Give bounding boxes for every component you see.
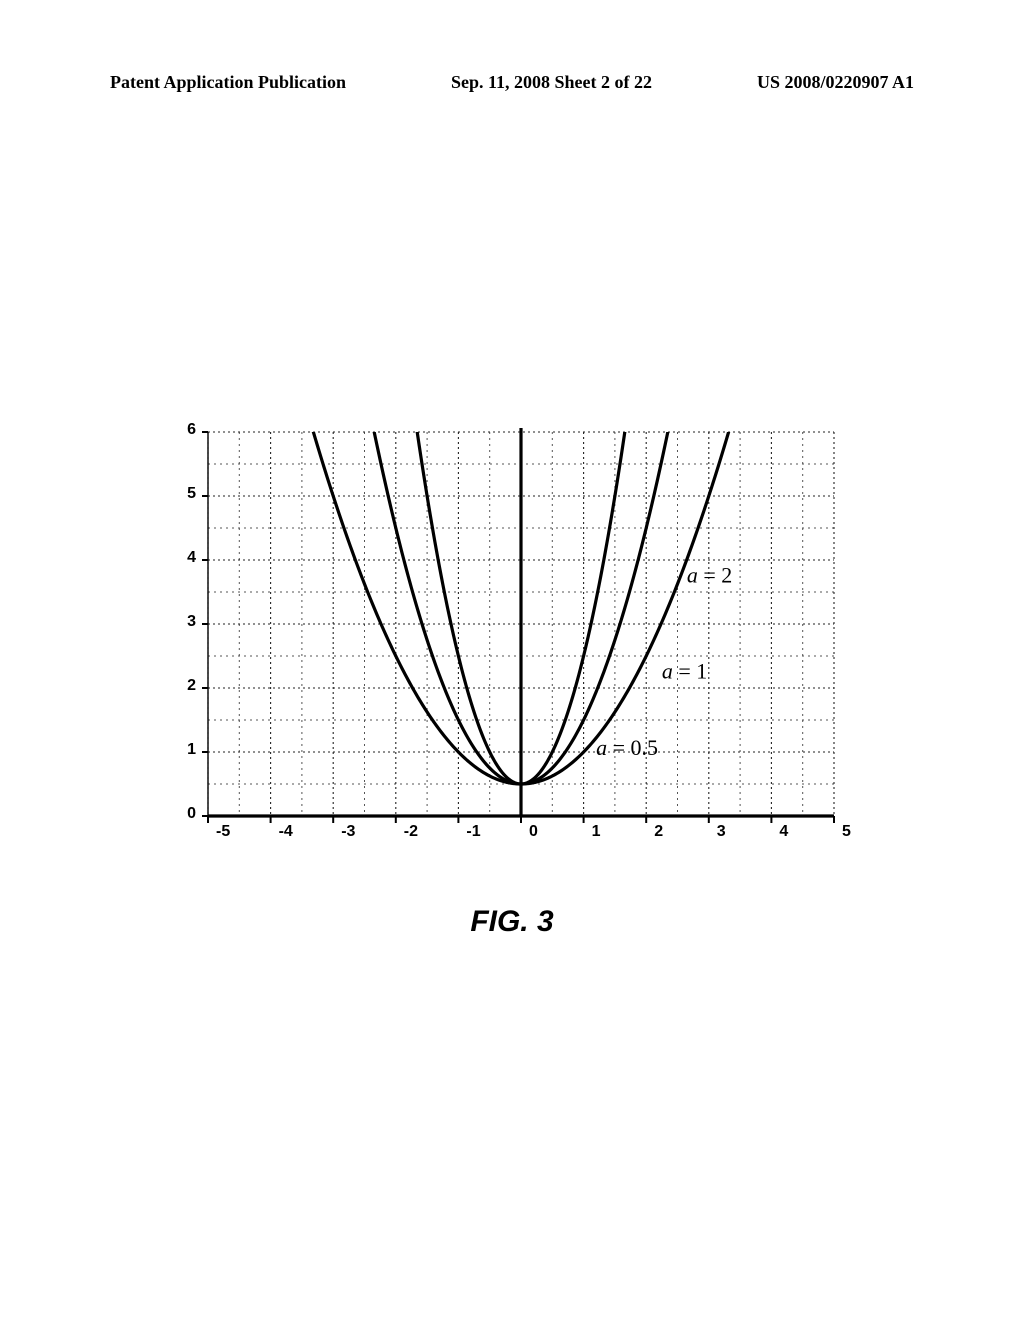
header-center: Sep. 11, 2008 Sheet 2 of 22: [451, 72, 652, 93]
svg-text:a = 1: a = 1: [662, 658, 707, 683]
header-left: Patent Application Publication: [110, 72, 346, 93]
svg-text:0: 0: [187, 805, 196, 822]
svg-text:3: 3: [187, 613, 196, 630]
svg-text:6: 6: [187, 421, 196, 438]
svg-text:-2: -2: [404, 823, 418, 840]
page-header: Patent Application Publication Sep. 11, …: [0, 72, 1024, 93]
svg-text:4: 4: [187, 549, 196, 566]
svg-text:2: 2: [654, 823, 663, 840]
svg-text:-5: -5: [216, 823, 230, 840]
svg-text:0: 0: [529, 823, 538, 840]
svg-text:1: 1: [592, 823, 601, 840]
svg-text:3: 3: [717, 823, 726, 840]
parabola-chart-svg: -5 -4 -3 -2 -1 0 1 2 3 4 5 0 1 2 3 4 5 6 a = 0.5 a = 1 a = 2: [160, 420, 860, 850]
svg-text:-1: -1: [466, 823, 480, 840]
svg-text:5: 5: [842, 823, 851, 840]
header-right: US 2008/0220907 A1: [757, 72, 914, 93]
svg-text:5: 5: [187, 485, 196, 502]
svg-text:2: 2: [187, 677, 196, 694]
figure-caption: FIG. 3: [0, 905, 1024, 939]
svg-text:4: 4: [779, 823, 788, 840]
svg-text:-4: -4: [279, 823, 293, 840]
svg-text:a = 0.5: a = 0.5: [596, 735, 658, 760]
svg-text:-3: -3: [341, 823, 355, 840]
svg-text:1: 1: [187, 741, 196, 758]
figure-3-chart: -5 -4 -3 -2 -1 0 1 2 3 4 5 0 1 2 3 4 5 6 a = 0.5 a = 1 a = 2: [160, 420, 860, 850]
svg-text:a = 2: a = 2: [687, 562, 732, 587]
